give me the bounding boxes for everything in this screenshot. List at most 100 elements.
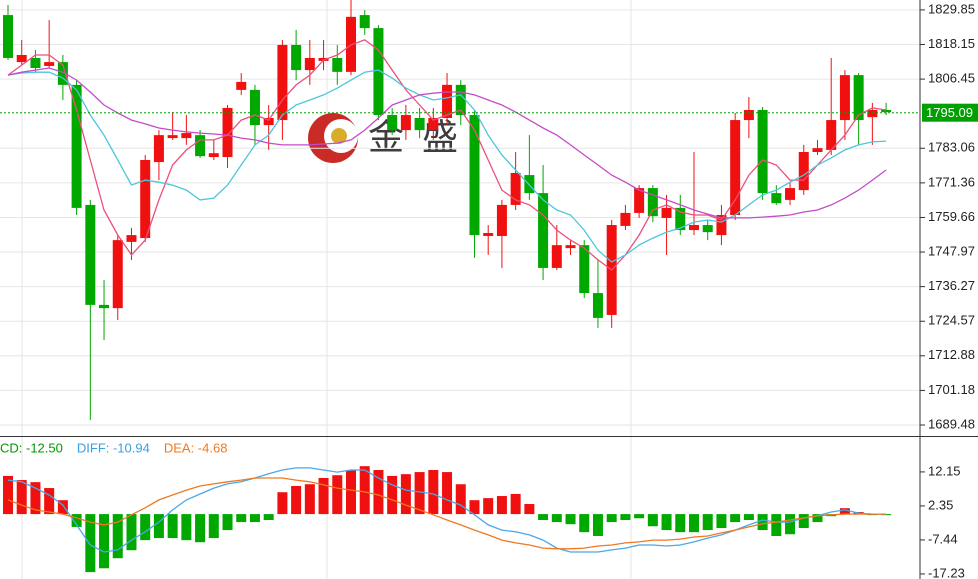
- macd-bar: [743, 514, 754, 521]
- candle-body: [867, 110, 878, 118]
- macd-bar: [661, 514, 672, 531]
- y-tick-label: 1689.48: [928, 416, 975, 431]
- y-tick-label: -17.23: [928, 565, 965, 579]
- candle-body: [387, 115, 398, 131]
- y-tick-label: 1736.27: [928, 278, 975, 293]
- macd-bar: [716, 514, 727, 528]
- candle-body: [675, 207, 686, 231]
- macd-bar: [496, 496, 507, 515]
- candle-body: [16, 55, 27, 63]
- candle-body: [140, 159, 151, 239]
- macd-bar: [620, 514, 631, 521]
- macd-bar: [455, 484, 466, 515]
- candle-body: [291, 44, 302, 71]
- macd-bar: [634, 514, 645, 519]
- macd-bar: [99, 514, 110, 569]
- macd-bar: [208, 514, 219, 539]
- candle-body: [579, 245, 590, 294]
- macd-bar: [236, 514, 247, 523]
- candle-body: [236, 81, 247, 90]
- candle-body: [126, 235, 137, 242]
- macd-bar: [71, 514, 82, 527]
- legend-entry: CD: -12.50: [0, 440, 63, 455]
- macd-bar: [346, 469, 356, 515]
- candle-body: [853, 75, 864, 121]
- candle-body: [592, 293, 603, 318]
- candle-body: [538, 193, 549, 268]
- candle-body: [359, 15, 370, 29]
- macd-bar: [551, 514, 562, 523]
- macd-bar: [195, 514, 206, 543]
- macd-bar: [16, 480, 27, 515]
- candle-body: [483, 233, 494, 236]
- candle-body: [881, 110, 892, 113]
- macd-bar: [469, 500, 480, 515]
- macd-bar: [30, 482, 41, 515]
- candle-body: [167, 135, 178, 139]
- candle-body: [30, 57, 41, 69]
- macd-bar: [785, 514, 796, 535]
- candle-body: [57, 62, 68, 85]
- series-line: [7, 39, 887, 271]
- macd-bar: [606, 514, 617, 523]
- candle-body: [730, 120, 741, 215]
- candle-body: [304, 57, 315, 71]
- candle-body: [661, 207, 672, 218]
- y-tick-label: 2.35: [928, 497, 953, 512]
- candle-body: [524, 175, 535, 194]
- macd-bar: [85, 514, 96, 573]
- macd-bar: [538, 514, 549, 521]
- candle-body: [181, 133, 192, 139]
- candle-body: [757, 110, 768, 194]
- y-tick-label: 1759.66: [928, 209, 975, 224]
- y-tick-label: 1829.85: [928, 1, 975, 16]
- candle-body: [3, 15, 13, 58]
- y-tick-label: 1806.45: [928, 71, 975, 86]
- candle-body: [222, 107, 233, 158]
- macd-bar: [442, 472, 453, 515]
- macd-bar: [181, 514, 192, 541]
- logo: [331, 128, 347, 144]
- y-tick-label: 1712.88: [928, 347, 975, 362]
- candle-body: [249, 89, 260, 126]
- macd-bar: [771, 514, 782, 536]
- macd-bar: [702, 514, 713, 531]
- macd-bar: [112, 514, 123, 559]
- y-tick-label: 1701.18: [928, 382, 975, 397]
- y-tick-label: -7.44: [928, 531, 958, 546]
- macd-bar: [263, 514, 274, 521]
- candle-body: [400, 115, 411, 131]
- candle-body: [496, 204, 507, 236]
- macd-bar: [44, 488, 55, 515]
- candle-body: [565, 245, 576, 249]
- macd-bar: [839, 508, 850, 515]
- y-tick-label: 1724.57: [928, 313, 975, 328]
- macd-bar: [524, 504, 535, 515]
- candle-body: [689, 225, 699, 231]
- macd-bar: [3, 475, 13, 515]
- candle-body: [634, 188, 645, 213]
- candle-body: [373, 28, 384, 116]
- candle-body: [442, 84, 453, 118]
- series-line: [7, 69, 887, 263]
- candle-body: [455, 84, 466, 116]
- candle-body: [85, 204, 96, 305]
- candle-body: [771, 193, 782, 204]
- series-line: [7, 67, 887, 219]
- candle-body: [743, 110, 754, 121]
- macd-bar: [414, 472, 425, 515]
- candle-body: [620, 212, 631, 226]
- macd-bar: [153, 514, 164, 539]
- macd-bar: [304, 484, 315, 515]
- candle-body: [839, 75, 850, 121]
- candle-body: [428, 117, 439, 131]
- legend-entry: DEA: -4.68: [164, 440, 228, 455]
- macd-bar: [277, 492, 288, 515]
- macd-bar: [565, 514, 576, 525]
- macd-bar: [57, 500, 68, 515]
- macd-bar: [140, 514, 151, 541]
- macd-bar: [332, 475, 343, 515]
- macd-bar: [675, 514, 686, 533]
- macd-bar: [291, 485, 302, 515]
